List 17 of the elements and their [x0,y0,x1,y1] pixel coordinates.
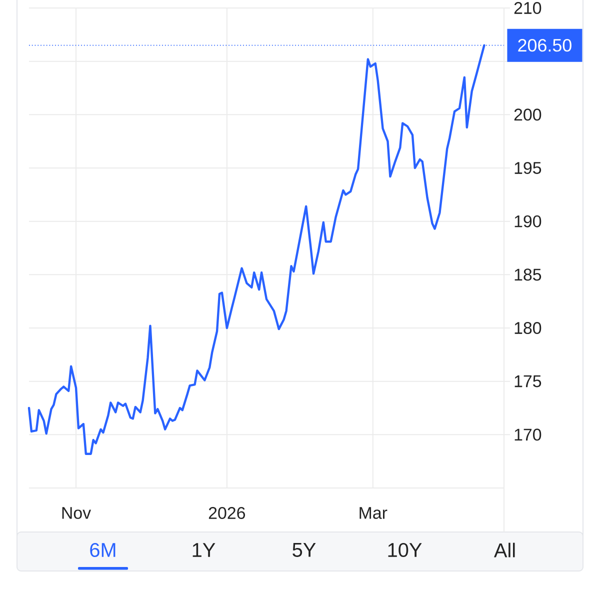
x-tick-label: 2026 [208,507,246,519]
y-tick-label: 170 [514,428,542,441]
ref-line-label: 206.50 [518,38,572,52]
text: 1Y [192,543,216,557]
y-tick-label: 195 [514,162,542,174]
y-tick-label: 180 [514,322,542,334]
x-tick-label: Nov [62,507,91,519]
y-tick-label: 175 [514,375,542,388]
y-tick-label: 200 [514,108,542,121]
text: 10Y [388,542,422,558]
text: 5Y [292,543,316,557]
y-tick-label: 190 [514,215,542,228]
y-tick-label: 210 [514,2,542,14]
text: 6M [90,542,116,558]
x-tick-label: Mar [360,507,388,519]
y-tick-label: 185 [514,268,542,281]
text: All [494,542,515,558]
